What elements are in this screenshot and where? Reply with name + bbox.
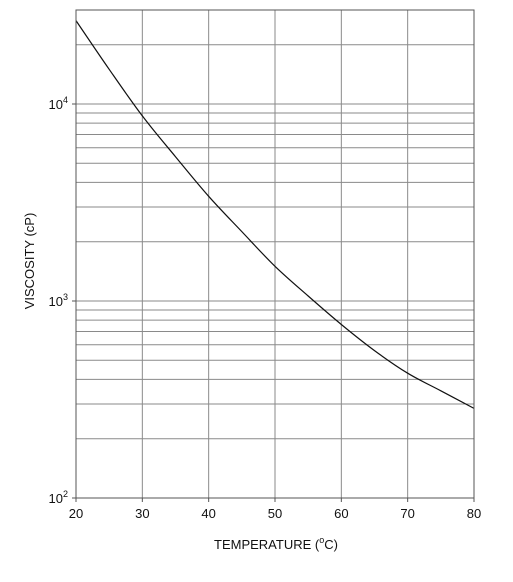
x-tick-label: 60 (334, 506, 348, 521)
x-tick-label: 50 (268, 506, 282, 521)
x-axis-title: TEMPERATURE (oC) (214, 535, 338, 552)
x-axis-ticks: 20 30 40 50 60 70 80 (69, 498, 481, 521)
y-tick-label: 104 (49, 95, 68, 112)
x-tick-label: 70 (400, 506, 414, 521)
x-tick-label: 80 (467, 506, 481, 521)
x-tick-label: 30 (135, 506, 149, 521)
y-axis-ticks: 102 103 104 (49, 95, 76, 506)
x-tick-label: 40 (201, 506, 215, 521)
y-axis-title: VISCOSITY (cP) (22, 213, 37, 310)
x-tick-label: 20 (69, 506, 83, 521)
y-tick-label: 102 (49, 489, 68, 506)
y-tick-label: 103 (49, 292, 68, 309)
grid-lines (75, 10, 475, 499)
